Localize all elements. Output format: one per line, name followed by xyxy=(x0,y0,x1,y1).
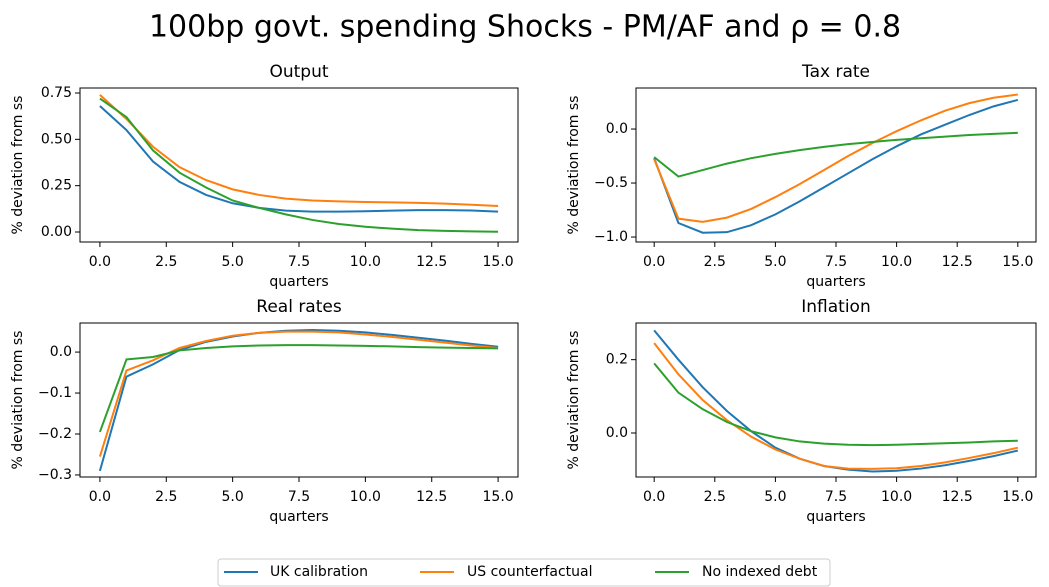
x-tick-label: 7.5 xyxy=(825,489,847,505)
y-tick-label: −0.3 xyxy=(38,467,72,483)
series-line xyxy=(653,98,1019,234)
x-axis-label: quarters xyxy=(269,274,328,290)
legend-label: US counterfactual xyxy=(467,564,593,580)
x-tick-label: 2.5 xyxy=(704,489,726,505)
series-line xyxy=(653,329,1019,473)
x-tick-label: 10.0 xyxy=(350,254,381,270)
x-tick-label: 12.5 xyxy=(942,254,973,270)
x-tick-label: 5.0 xyxy=(222,489,244,505)
series-line xyxy=(99,97,499,233)
x-tick-label: 7.5 xyxy=(288,489,310,505)
y-tick-label: 0.0 xyxy=(606,425,628,441)
x-tick-label: 5.0 xyxy=(764,489,786,505)
x-tick-label: 0.0 xyxy=(89,254,111,270)
x-tick-label: 7.5 xyxy=(288,254,310,270)
axes-title: Output xyxy=(269,62,328,82)
x-tick-label: 5.0 xyxy=(764,254,786,270)
series-line xyxy=(653,131,1018,178)
series-line xyxy=(99,94,499,208)
x-tick-label: 12.5 xyxy=(416,489,447,505)
series-line xyxy=(98,330,499,457)
y-tick-label: 0.25 xyxy=(41,178,72,194)
x-axis-label: quarters xyxy=(806,274,865,290)
x-tick-label: 7.5 xyxy=(825,254,847,270)
legend-label: No indexed debt xyxy=(702,564,818,580)
y-axis-label: % deviation from ss xyxy=(566,96,582,235)
y-tick-label: 0.2 xyxy=(606,352,628,368)
x-tick-label: 0.0 xyxy=(89,489,111,505)
series-line xyxy=(99,105,499,213)
series-line xyxy=(98,344,499,433)
y-axis-label: % deviation from ss xyxy=(566,331,582,470)
y-tick-label: −0.5 xyxy=(594,175,628,191)
x-tick-label: 15.0 xyxy=(1002,254,1033,270)
x-tick-label: 10.0 xyxy=(350,489,381,505)
axes-frame xyxy=(79,322,519,478)
y-tick-label: 0.0 xyxy=(50,344,72,360)
x-tick-label: 12.5 xyxy=(416,254,447,270)
x-tick-label: 2.5 xyxy=(704,254,726,270)
legend-label: UK calibration xyxy=(270,564,368,580)
axes-title: Tax rate xyxy=(801,62,870,82)
axes-frame xyxy=(635,322,1037,478)
y-tick-label: 0.75 xyxy=(41,85,72,101)
y-tick-label: 0.50 xyxy=(41,131,72,147)
y-axis-label: % deviation from ss xyxy=(10,96,26,235)
legend-box xyxy=(217,558,831,587)
y-tick-label: −0.2 xyxy=(38,426,72,442)
x-tick-label: 5.0 xyxy=(222,254,244,270)
x-tick-label: 15.0 xyxy=(483,489,514,505)
x-tick-label: 15.0 xyxy=(1002,489,1033,505)
y-tick-label: 0.00 xyxy=(41,224,72,240)
series-line xyxy=(653,342,1019,470)
axes-title: Real rates xyxy=(256,297,342,317)
x-tick-label: 2.5 xyxy=(155,254,177,270)
series-line xyxy=(653,362,1018,447)
series-line xyxy=(98,328,499,472)
x-tick-label: 0.0 xyxy=(643,254,665,270)
y-tick-label: −1.0 xyxy=(594,229,628,245)
x-tick-label: 10.0 xyxy=(881,254,912,270)
x-tick-label: 12.5 xyxy=(942,489,973,505)
x-tick-label: 15.0 xyxy=(483,254,514,270)
x-axis-label: quarters xyxy=(269,509,328,525)
x-tick-label: 2.5 xyxy=(155,489,177,505)
axes-title: Inflation xyxy=(801,297,870,317)
axes-frame xyxy=(635,87,1037,243)
series-line xyxy=(653,93,1018,223)
x-tick-label: 0.0 xyxy=(643,489,665,505)
axes-frame xyxy=(79,87,519,243)
y-tick-label: 0.0 xyxy=(606,121,628,137)
y-tick-label: −0.1 xyxy=(38,385,72,401)
figure-title: 100bp govt. spending Shocks - PM/AF and … xyxy=(149,10,901,45)
x-axis-label: quarters xyxy=(806,509,865,525)
y-axis-label: % deviation from ss xyxy=(10,331,26,470)
x-tick-label: 10.0 xyxy=(881,489,912,505)
